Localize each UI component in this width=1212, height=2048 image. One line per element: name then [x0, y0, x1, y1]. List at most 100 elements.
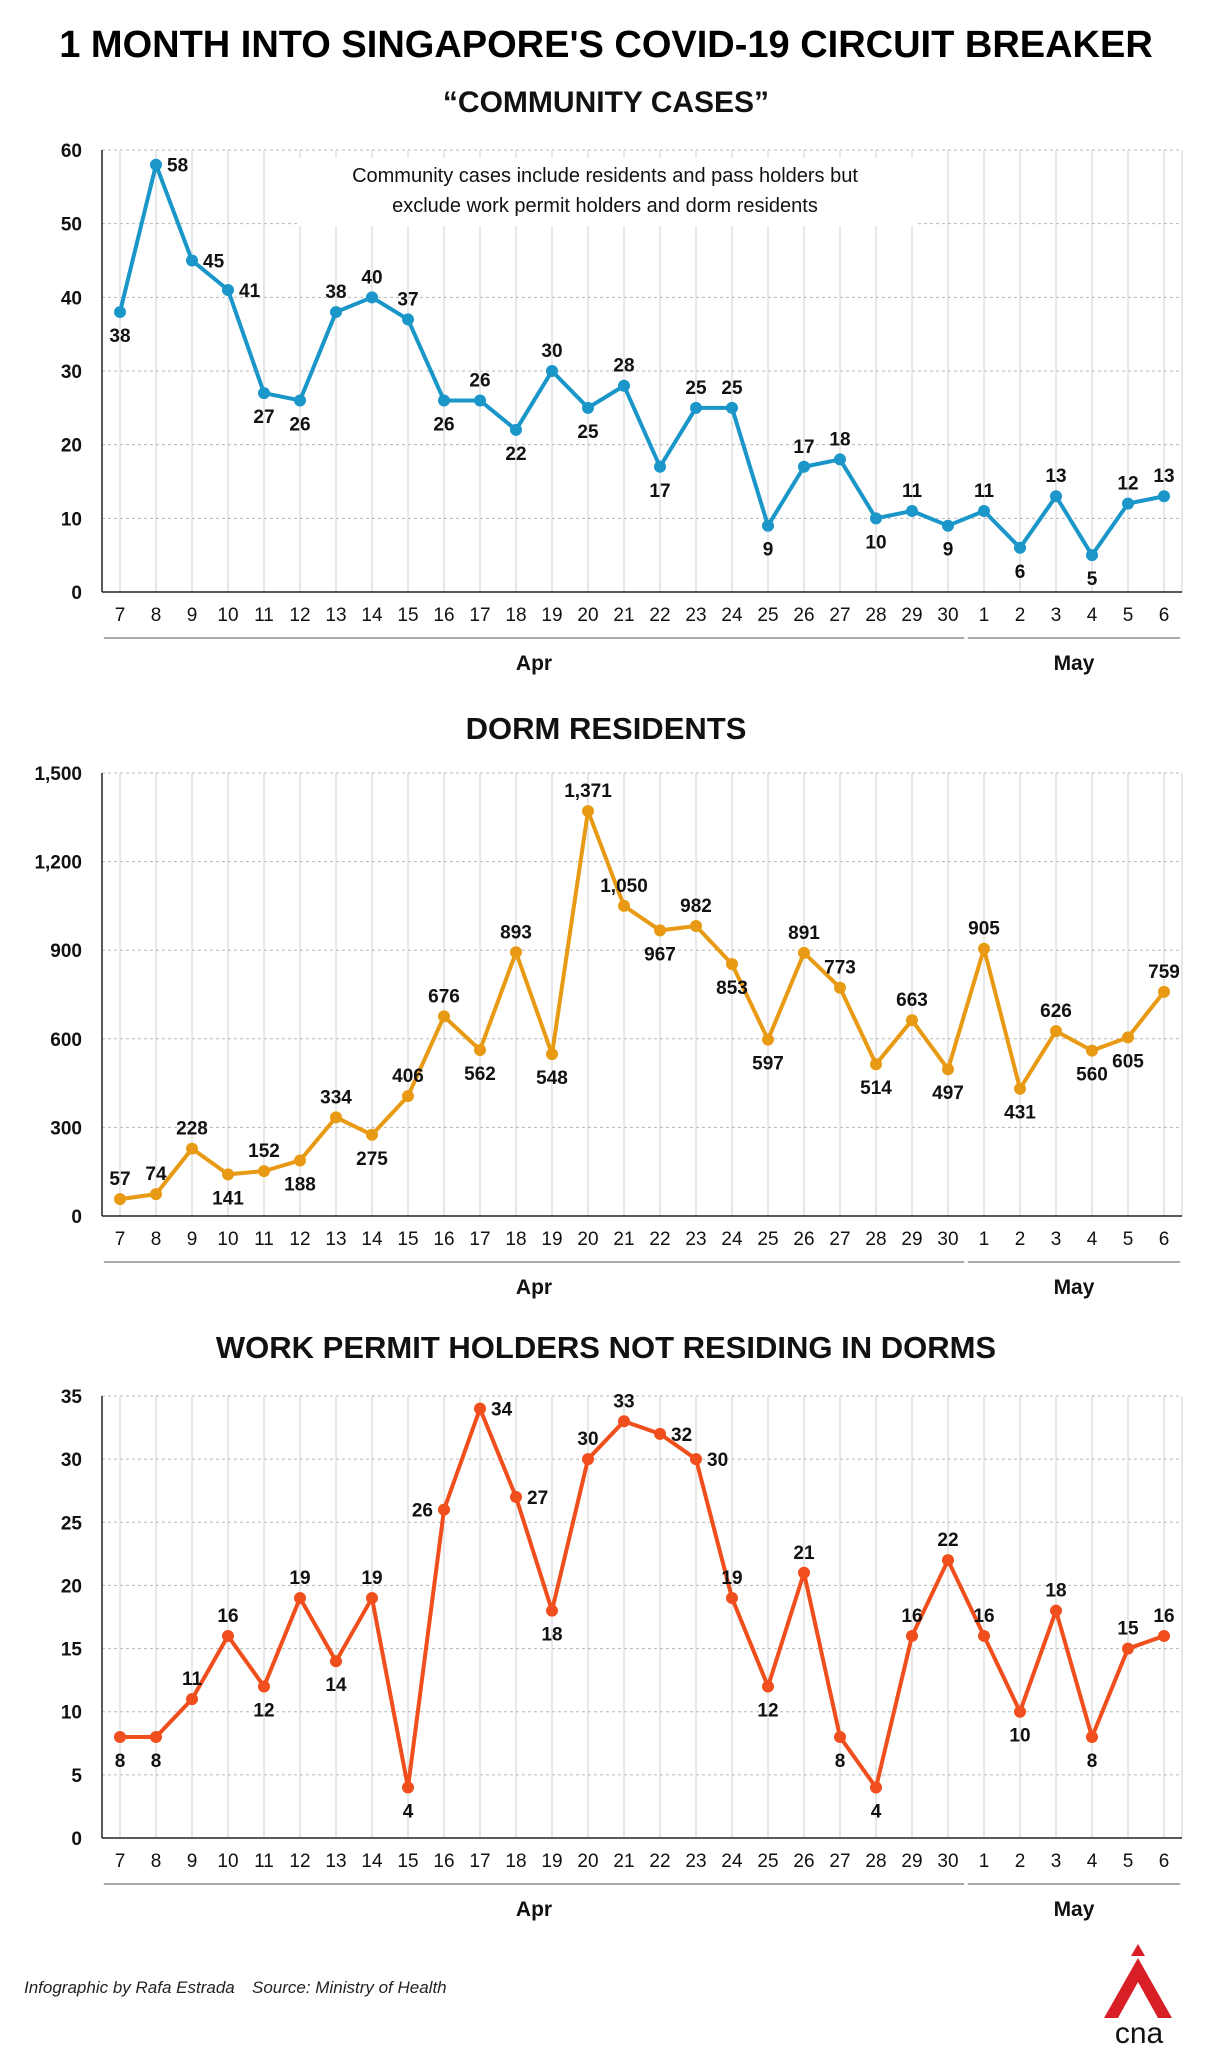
data-point	[726, 401, 738, 414]
chart-title: WORK PERMIT HOLDERS NOT RESIDING IN DORM…	[216, 1330, 996, 1365]
y-tick-label: 900	[50, 941, 82, 962]
data-label: 19	[289, 1568, 310, 1589]
chart-title: DORM RESIDENTS	[466, 711, 747, 746]
data-point	[870, 1781, 882, 1794]
x-tick-label: 6	[1159, 1229, 1170, 1250]
x-tick-label: 5	[1123, 1851, 1134, 1872]
y-tick-label: 40	[61, 288, 82, 309]
data-label: 5	[1087, 569, 1098, 590]
data-point	[186, 1142, 198, 1155]
data-label: 30	[577, 1429, 598, 1450]
data-label: 514	[860, 1078, 892, 1099]
data-label: 4	[403, 1801, 414, 1822]
x-tick-label: 10	[217, 1229, 238, 1250]
cna-logo: cna	[1104, 1944, 1172, 2048]
x-tick-label: 10	[217, 605, 238, 626]
x-tick-label: 18	[505, 605, 526, 626]
x-tick-label: 11	[254, 605, 274, 626]
y-tick-label: 5	[71, 1766, 82, 1787]
data-point	[222, 283, 234, 296]
data-point	[150, 158, 162, 171]
y-tick-label: 35	[61, 1387, 83, 1408]
data-label: 8	[115, 1751, 126, 1772]
data-label: 893	[500, 922, 532, 943]
x-tick-label: 10	[217, 1851, 238, 1872]
data-point	[906, 1014, 918, 1027]
cna-logo-mark-icon	[1104, 1958, 1172, 2018]
note-background	[298, 158, 918, 226]
data-label: 9	[763, 540, 774, 561]
data-label: 33	[613, 1391, 634, 1412]
x-tick-label: 18	[505, 1229, 526, 1250]
data-label: 16	[217, 1606, 238, 1627]
data-point	[366, 1128, 378, 1141]
month-label: May	[1054, 1276, 1095, 1299]
data-label: 57	[109, 1169, 130, 1190]
y-tick-label: 20	[61, 1576, 82, 1597]
data-label: 28	[613, 356, 634, 377]
series-line	[118, 162, 1165, 558]
data-label: 1,371	[564, 781, 612, 802]
data-label: 905	[968, 919, 1000, 940]
data-label: 26	[289, 414, 310, 435]
x-tick-label: 11	[254, 1851, 274, 1872]
data-point	[258, 387, 270, 400]
y-tick-label: 600	[50, 1030, 82, 1051]
data-label: 26	[412, 1501, 433, 1522]
x-tick-label: 8	[151, 1229, 162, 1250]
data-point	[1158, 1629, 1170, 1642]
x-tick-label: 12	[289, 605, 310, 626]
data-point	[762, 1033, 774, 1046]
data-label: 853	[716, 978, 748, 999]
x-tick-label: 30	[937, 605, 958, 626]
y-tick-label: 20	[61, 436, 82, 457]
data-label: 27	[253, 407, 274, 428]
x-tick-label: 9	[187, 1229, 198, 1250]
data-label: 13	[1045, 466, 1066, 487]
data-point	[942, 519, 954, 532]
x-tick-label: 25	[757, 605, 778, 626]
data-label: 17	[649, 481, 670, 502]
data-label: 188	[284, 1174, 316, 1195]
data-label: 19	[721, 1568, 742, 1589]
data-label: 40	[361, 267, 382, 288]
data-point	[330, 306, 342, 319]
x-tick-label: 22	[649, 605, 670, 626]
data-point	[1086, 549, 1098, 562]
y-tick-label: 10	[61, 1703, 82, 1724]
data-point	[1158, 490, 1170, 503]
y-tick-label: 0	[71, 1207, 82, 1228]
data-label: 18	[1045, 1581, 1066, 1602]
x-tick-label: 2	[1015, 1851, 1026, 1872]
data-point	[618, 379, 630, 392]
data-label: 9	[943, 540, 954, 561]
data-label: 15	[1117, 1619, 1139, 1640]
x-tick-label: 13	[325, 1851, 346, 1872]
data-label: 14	[325, 1675, 347, 1696]
data-point	[1086, 1730, 1098, 1743]
data-label: 17	[793, 437, 814, 458]
y-tick-label: 0	[71, 583, 82, 604]
data-point	[402, 313, 414, 326]
x-tick-label: 21	[613, 1229, 634, 1250]
data-label: 32	[671, 1425, 692, 1446]
y-tick-label: 10	[61, 509, 82, 530]
x-tick-label: 28	[865, 1229, 886, 1250]
charts-container: “COMMUNITY CASES”0102030405060Community …	[34, 86, 1183, 1921]
chart-3: WORK PERMIT HOLDERS NOT RESIDING IN DORM…	[61, 1330, 1183, 1921]
data-point	[474, 1402, 486, 1415]
data-point	[1050, 1604, 1062, 1617]
data-label: 74	[145, 1164, 167, 1185]
data-point	[330, 1111, 342, 1124]
data-label: 25	[721, 378, 743, 399]
data-label: 8	[835, 1751, 846, 1772]
y-tick-label: 30	[61, 362, 82, 383]
data-label: 4	[871, 1801, 882, 1822]
data-label: 18	[541, 1625, 562, 1646]
data-label: 18	[829, 429, 850, 450]
data-point	[222, 1168, 234, 1181]
y-tick-label: 30	[61, 1450, 82, 1471]
data-point	[114, 1193, 126, 1206]
data-label: 759	[1148, 962, 1180, 983]
x-tick-label: 9	[187, 1851, 198, 1872]
